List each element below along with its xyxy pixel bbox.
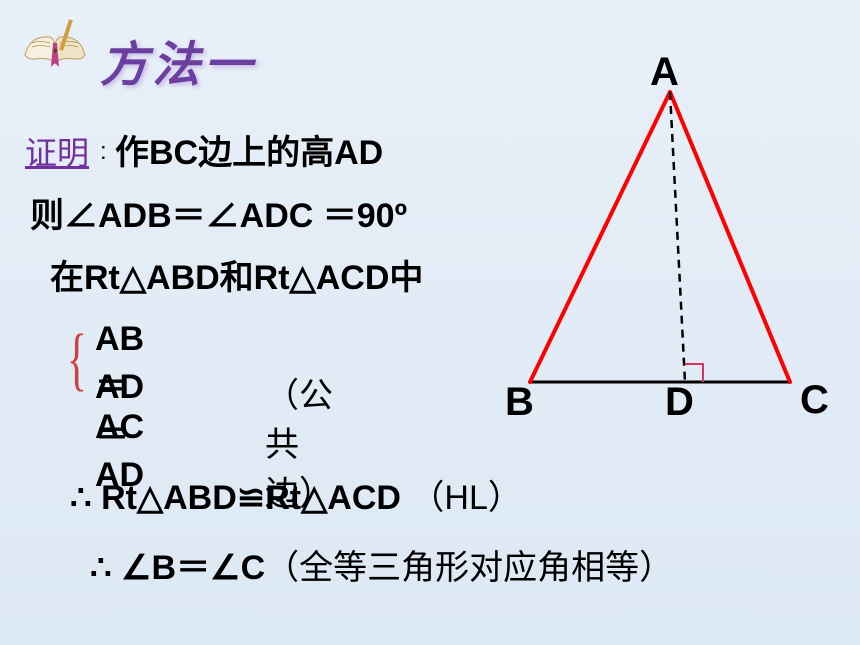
brace-symbol: {: [67, 320, 87, 400]
proof-step-1: 作BC边上的高AD: [115, 125, 383, 174]
proof-label: 证明: [25, 128, 89, 174]
method-title: 方法一: [100, 25, 256, 95]
vertex-label-c: C: [800, 378, 829, 423]
vertex-label-b: B: [505, 380, 534, 425]
conclusion-1: ∴ Rt△ABD≌Rt△ACD （HL）: [70, 470, 522, 519]
conclusion-1-reason: （HL）: [410, 479, 521, 517]
conclusion-2: ∴ ∠B＝∠C（全等三角形对应角相等）: [90, 540, 673, 589]
proof-step-2: 则∠ADB＝∠ADC ＝90º: [30, 188, 407, 237]
conclusion-2-text: ∴ ∠B＝∠C: [90, 549, 265, 587]
vertex-label-a: A: [650, 50, 679, 95]
conclusion-1-text: ∴ Rt△ABD≌Rt△ACD: [70, 479, 410, 517]
conclusion-2-reason: （全等三角形对应角相等）: [265, 549, 673, 587]
proof-colon: :: [100, 138, 107, 166]
vertex-label-d: D: [665, 380, 694, 425]
book-icon: [20, 15, 90, 70]
triangle-diagram: A B C D: [490, 50, 830, 430]
proof-step-3: 在Rt△ABD和Rt△ACD中: [50, 250, 423, 299]
